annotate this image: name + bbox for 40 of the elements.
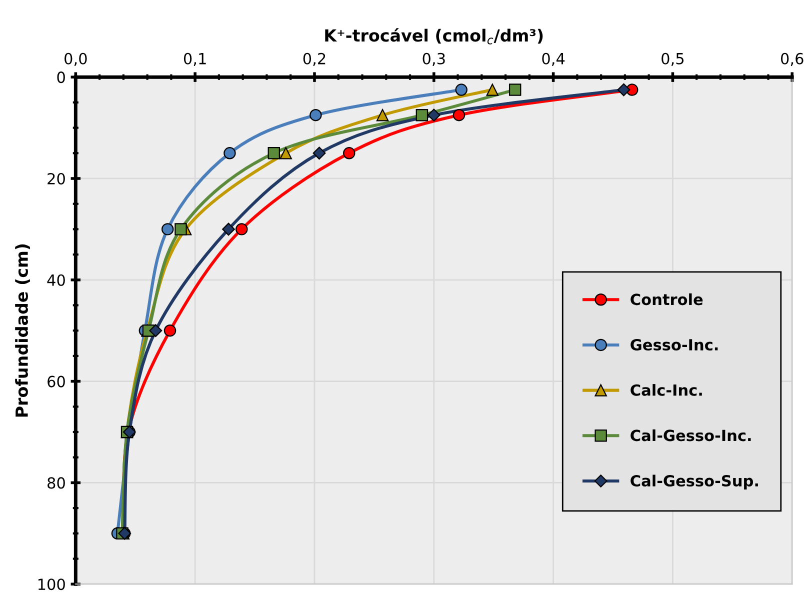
point: [617, 83, 630, 96]
point: [222, 222, 235, 236]
point: [455, 84, 468, 96]
point: [236, 223, 248, 236]
point: [149, 324, 162, 338]
y-tick-label: 0: [57, 72, 65, 84]
x-tick-label: 0,1: [184, 52, 206, 66]
point: [376, 109, 389, 122]
y-tick-label: 20: [48, 172, 65, 185]
point: [164, 324, 176, 337]
point: [312, 146, 326, 160]
point: [343, 147, 356, 160]
point: [268, 147, 280, 160]
x-tick-label: 0,0: [64, 52, 87, 66]
legend-label: Calc-Inc.: [630, 384, 702, 396]
y-tick-label: 40: [47, 274, 65, 286]
y-tick-label: 100: [38, 578, 65, 590]
legend-label: Cal-Gesso-Sup.: [630, 474, 758, 490]
point: [224, 147, 236, 160]
point: [508, 84, 522, 96]
point: [174, 223, 187, 236]
x-tick-label: 0,4: [542, 52, 565, 66]
y-axis-title: Profundidade (cm): [15, 244, 30, 417]
point: [486, 84, 499, 96]
legend-label: Controle: [630, 293, 703, 306]
x-tick-label: 0,6: [780, 52, 804, 66]
point: [280, 147, 292, 160]
x-tick-label: 0,5: [662, 52, 684, 66]
point: [427, 108, 440, 122]
point: [162, 223, 174, 236]
y-tick-label: 80: [48, 477, 65, 489]
legend-label: Gesso-Inc.: [630, 338, 718, 351]
point: [452, 109, 466, 122]
point: [310, 109, 322, 122]
y-tick-label: 60: [48, 376, 65, 388]
legend-label: Cal-Gesso-Inc.: [630, 429, 751, 442]
point: [416, 109, 428, 122]
x-tick-label: 0,3: [422, 52, 445, 66]
x-axis-title: K⁺-trocável (cmol$_{c}$/dm³): [325, 28, 543, 44]
x-tick-label: 0,2: [303, 52, 326, 66]
